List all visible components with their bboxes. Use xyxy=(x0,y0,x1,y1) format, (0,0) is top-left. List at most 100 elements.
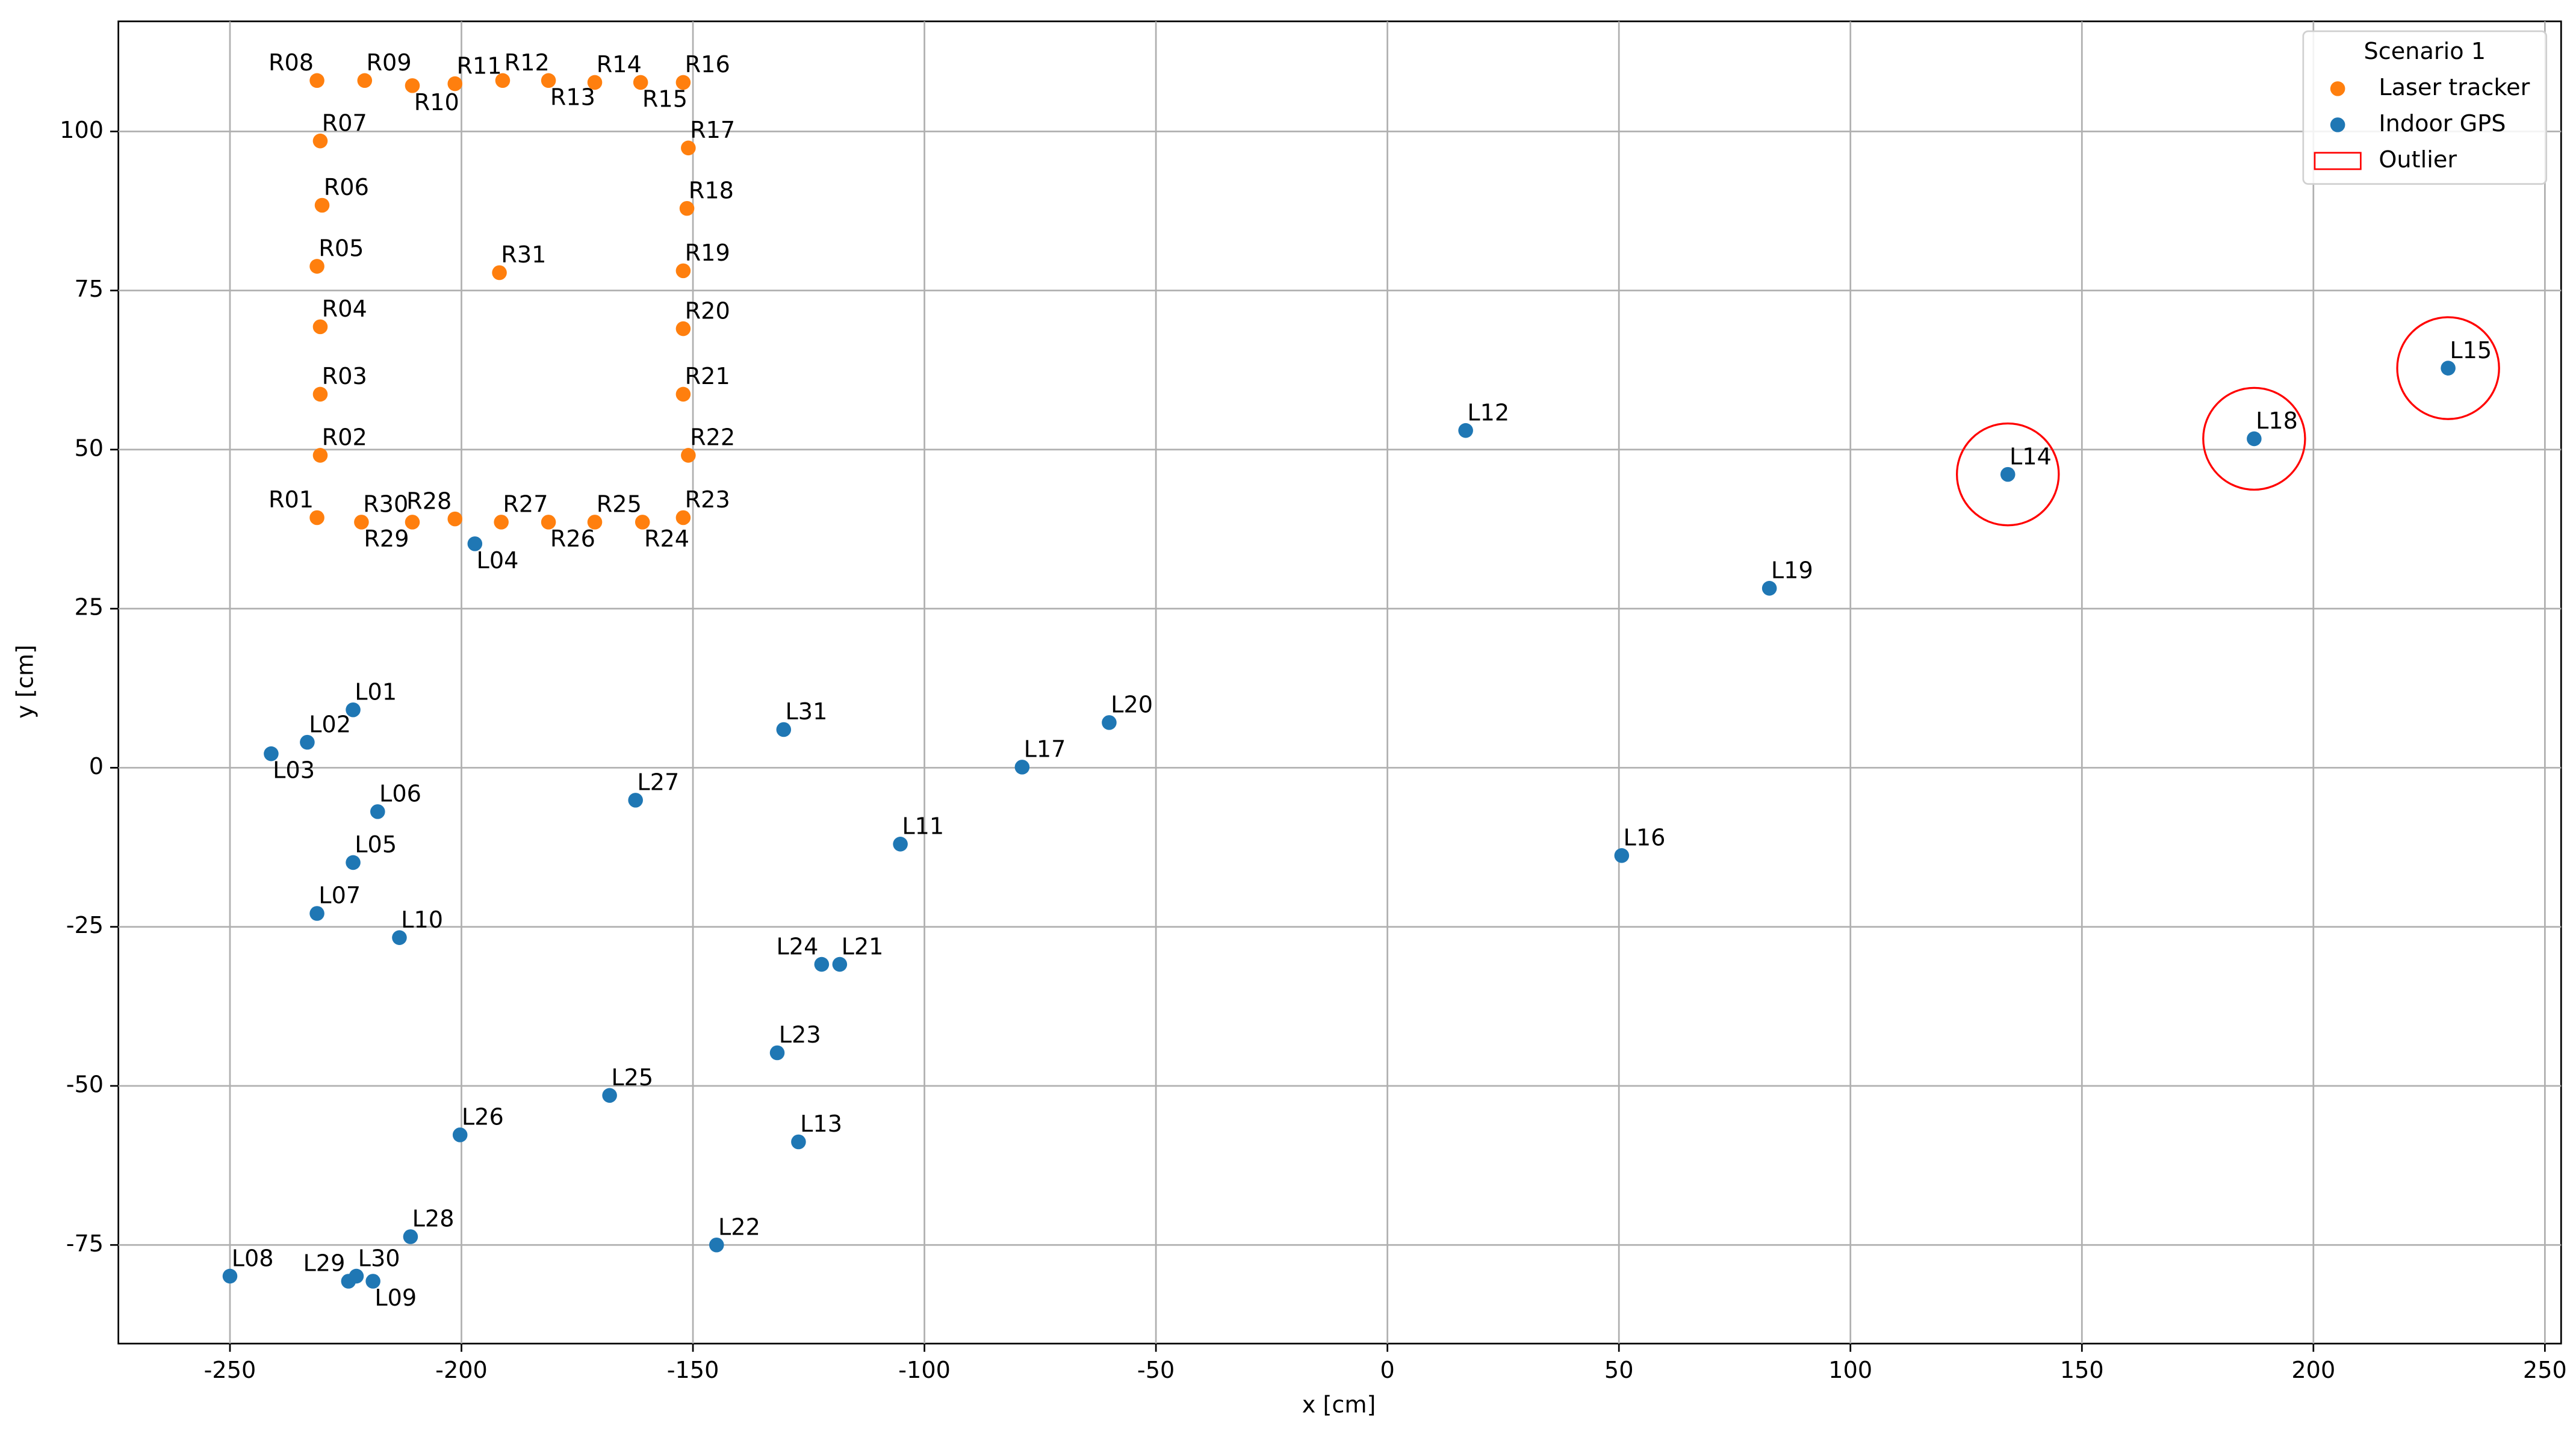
point xyxy=(709,1237,724,1253)
point xyxy=(346,855,361,870)
point xyxy=(354,515,369,530)
point xyxy=(633,75,648,90)
y-tick-label: -50 xyxy=(66,1071,104,1098)
y-tick-label: 100 xyxy=(60,117,104,144)
point xyxy=(776,722,792,737)
point xyxy=(1014,760,1030,775)
point-label: L29 xyxy=(303,1251,346,1277)
point xyxy=(635,515,650,530)
point xyxy=(405,78,420,93)
point-label: L18 xyxy=(2256,408,2298,435)
x-tick-label: -150 xyxy=(667,1357,719,1384)
point-label: L12 xyxy=(1467,400,1509,426)
point xyxy=(628,793,643,808)
point-label: L26 xyxy=(462,1105,504,1131)
point xyxy=(1102,715,1117,730)
point-label: R26 xyxy=(550,526,595,553)
point xyxy=(405,515,420,530)
grid: -250 -200 -150 -100 -50 0 50 100 150 200 250-75-50… xyxy=(60,21,2567,1384)
point xyxy=(494,515,509,530)
point xyxy=(346,702,361,718)
point xyxy=(312,448,328,463)
point xyxy=(392,930,407,945)
point xyxy=(467,536,483,551)
outlier-circle xyxy=(1955,422,2060,527)
x-axis-label: x [cm] xyxy=(1302,1392,1376,1418)
point-label: R08 xyxy=(268,50,314,76)
point xyxy=(309,906,324,921)
point-label: L09 xyxy=(374,1285,417,1312)
y-tick-label: -75 xyxy=(66,1231,104,1257)
point xyxy=(370,804,385,819)
x-tick-label: -200 xyxy=(435,1357,488,1384)
point-label: R11 xyxy=(456,53,501,79)
y-tick-label: 50 xyxy=(74,435,104,462)
point xyxy=(309,73,324,88)
point xyxy=(675,75,691,90)
outlier-circle xyxy=(2396,316,2500,420)
x-tick-label: 250 xyxy=(2523,1357,2567,1384)
point-label: R02 xyxy=(322,425,367,451)
point xyxy=(681,448,696,463)
point-label: R16 xyxy=(685,52,730,78)
point-label: R03 xyxy=(322,364,367,390)
point-label: L05 xyxy=(355,832,397,858)
point-label: R30 xyxy=(363,492,408,518)
point xyxy=(2441,361,2456,376)
point-label: R28 xyxy=(406,488,452,515)
y-tick-label: 0 xyxy=(89,754,104,780)
point-label: R07 xyxy=(322,110,367,137)
point xyxy=(309,259,324,274)
legend-box xyxy=(2302,30,2548,185)
point xyxy=(222,1268,238,1284)
point-label: R20 xyxy=(685,298,730,324)
point xyxy=(300,734,315,750)
x-tick-label: 0 xyxy=(1380,1357,1395,1384)
point-label: R14 xyxy=(597,52,642,78)
legend-label: Outlier xyxy=(2379,147,2457,173)
point xyxy=(679,200,695,216)
point xyxy=(587,515,603,530)
point xyxy=(893,837,908,852)
point-label: R12 xyxy=(504,50,550,76)
point-label: R21 xyxy=(685,364,730,390)
point xyxy=(312,319,328,335)
y-tick-label: 75 xyxy=(74,276,104,303)
point xyxy=(769,1045,785,1061)
point xyxy=(541,515,556,530)
point-label: R09 xyxy=(367,50,412,76)
point-label: L16 xyxy=(1624,825,1666,852)
point-label: R27 xyxy=(503,492,548,518)
point-label: R29 xyxy=(364,526,409,553)
point xyxy=(447,76,463,91)
legend: Scenario 1 Laser tracker Indoor GPS Outlier xyxy=(2302,30,2548,185)
point-label: R17 xyxy=(690,117,735,144)
point-label: L06 xyxy=(379,781,421,808)
point-label: L23 xyxy=(779,1022,821,1049)
point xyxy=(357,73,373,88)
point xyxy=(264,746,279,761)
point-label: L28 xyxy=(412,1206,455,1233)
legend-marker xyxy=(2330,117,2345,132)
point xyxy=(2247,431,2262,447)
point-label: R22 xyxy=(690,425,735,451)
point xyxy=(675,386,691,402)
x-tick-label: -100 xyxy=(898,1357,951,1384)
plot-frame xyxy=(117,20,2562,1345)
point xyxy=(602,1088,617,1103)
point-label: L14 xyxy=(2010,444,2052,470)
point-label: L25 xyxy=(611,1065,653,1091)
x-tick-label: 100 xyxy=(1828,1357,1872,1384)
legend-label: Indoor GPS xyxy=(2379,111,2506,137)
point xyxy=(452,1127,468,1142)
point-label: R01 xyxy=(268,487,314,513)
point-label: L11 xyxy=(902,814,944,840)
point xyxy=(832,956,848,972)
point-label: R23 xyxy=(685,487,730,513)
point xyxy=(309,510,324,525)
point xyxy=(2000,467,2016,482)
point-label: L24 xyxy=(777,934,819,960)
point-label: R31 xyxy=(501,242,546,268)
point-label: L20 xyxy=(1111,692,1153,719)
